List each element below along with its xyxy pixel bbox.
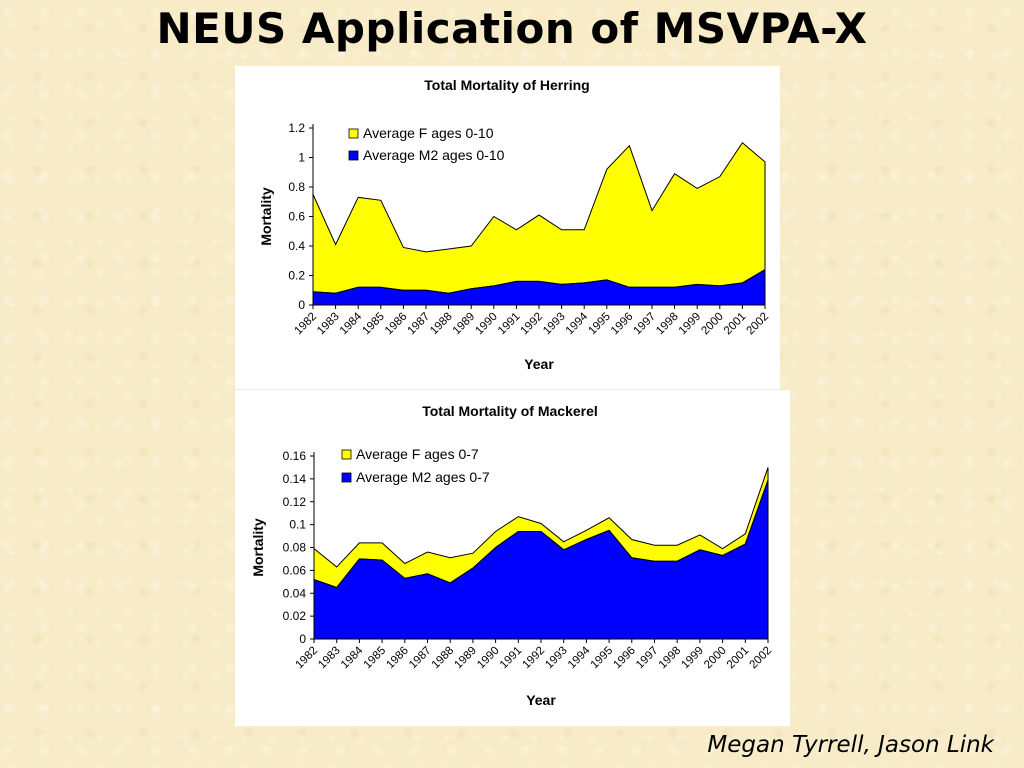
mackerel-y-tick-label: 0.14 [283, 472, 307, 486]
herring-area-m2 [312, 268, 766, 306]
mackerel-x-tick-label: 1984 [339, 644, 366, 671]
herring-y-tick-label: 1.2 [288, 121, 305, 135]
mackerel-x-tick-label: 1987 [407, 645, 434, 672]
mackerel-x-tick-label: 1990 [475, 645, 502, 672]
herring-y-tick-label: 0 [298, 298, 305, 312]
mackerel-area-m2 [313, 479, 769, 640]
herring-x-tick-label: 1988 [428, 311, 455, 338]
herring-x-tick-label: 2000 [699, 311, 726, 338]
mackerel-chart-title: Total Mortality of Mackerel [422, 403, 598, 419]
mackerel-x-tick-label: 2000 [702, 645, 729, 672]
mackerel-y-tick-label: 0.12 [283, 495, 307, 509]
mackerel-x-tick-label: 1999 [679, 645, 706, 672]
herring-x-tick-label: 2001 [722, 311, 749, 338]
mackerel-legend-swatch [341, 472, 352, 483]
herring-y-tick-label: 0.2 [288, 269, 305, 283]
mackerel-x-tick-label: 2002 [748, 645, 775, 672]
mackerel-y-tick-label: 0.08 [283, 541, 307, 555]
herring-mortality-chart: Total Mortality of Herring 0 0.2 0.4 0.6 0.8 1… [258, 77, 772, 372]
mackerel-x-tick-label: 1998 [657, 645, 684, 672]
herring-x-tick-label: 1987 [406, 311, 433, 338]
herring-legend-swatch [348, 128, 359, 139]
mackerel-x-tick-label: 1986 [384, 645, 411, 672]
herring-y-tick-label: 0.6 [288, 210, 305, 224]
herring-legend-label: Average M2 ages 0-10 [363, 147, 505, 163]
herring-x-tick-label: 1996 [609, 311, 636, 338]
herring-y-axis-title: Mortality [258, 187, 274, 246]
mackerel-y-tick-label: 0 [299, 632, 306, 646]
herring-x-tick-label: 2002 [745, 311, 772, 338]
herring-x-tick-label: 1994 [564, 310, 591, 337]
herring-x-tick-label: 1984 [338, 310, 365, 337]
mackerel-x-tick-label: 1985 [362, 645, 389, 672]
mackerel-x-tick-label: 1991 [498, 645, 525, 672]
herring-x-tick-label: 1986 [383, 311, 410, 338]
herring-x-tick-label: 1995 [586, 311, 613, 338]
herring-x-tick-label: 1983 [315, 311, 342, 338]
herring-x-tick-label: 1991 [496, 311, 523, 338]
authors-credit: Megan Tyrrell, Jason Link [707, 732, 994, 758]
mackerel-x-tick-label: 1989 [452, 645, 479, 672]
herring-x-tick-label: 1989 [451, 311, 478, 338]
mackerel-legend-swatch [341, 449, 352, 460]
mackerel-x-axis-title: Year [526, 692, 556, 708]
mackerel-mortality-chart: Total Mortality of Mackerel 0 0.02 0.04 0.06… [250, 403, 775, 708]
mackerel-legend-label: Average M2 ages 0-7 [356, 469, 490, 485]
herring-y-tick-label: 0.8 [288, 180, 305, 194]
slide-title: NEUS Application of MSVPA-X [156, 4, 868, 53]
herring-y-tick-label: 0.4 [288, 239, 305, 253]
mackerel-y-tick-label: 0.06 [283, 563, 307, 577]
mackerel-x-tick-label: 2001 [725, 645, 752, 672]
herring-x-tick-label: 1982 [293, 311, 320, 338]
herring-x-tick-label: 1993 [541, 311, 568, 338]
herring-x-tick-label: 1990 [473, 311, 500, 338]
mackerel-legend-label: Average F ages 0-7 [356, 446, 479, 462]
herring-x-tick-label: 1985 [360, 311, 387, 338]
mackerel-y-axis-title: Mortality [250, 518, 266, 577]
herring-chart-title: Total Mortality of Herring [424, 77, 589, 93]
herring-x-tick-label: 1998 [654, 311, 681, 338]
herring-chart-panel: Total Mortality of Herring 0 0.2 0.4 0.6 0.8 1… [235, 66, 780, 389]
mackerel-x-tick-label: 1993 [543, 645, 570, 672]
mackerel-y-tick-label: 0.1 [289, 518, 306, 532]
mackerel-y-tick-label: 0.04 [283, 586, 307, 600]
mackerel-x-tick-label: 1983 [316, 645, 343, 672]
mackerel-x-tick-label: 1982 [294, 645, 321, 672]
herring-legend-swatch [348, 150, 359, 161]
mackerel-x-tick-label: 1995 [589, 645, 616, 672]
herring-area-f [312, 142, 766, 294]
herring-x-tick-label: 1999 [677, 311, 704, 338]
mackerel-x-tick-label: 1988 [430, 645, 457, 672]
mackerel-x-tick-label: 1996 [611, 645, 638, 672]
mackerel-chart-panel: Total Mortality of Mackerel 0 0.02 0.04 0.06… [235, 390, 790, 726]
herring-y-tick-label: 1 [298, 151, 305, 165]
mackerel-x-tick-label: 1994 [566, 644, 593, 671]
herring-x-tick-label: 1992 [519, 311, 546, 338]
mackerel-x-tick-label: 1997 [634, 645, 661, 672]
herring-legend-label: Average F ages 0-10 [363, 125, 494, 141]
mackerel-y-tick-label: 0.02 [283, 609, 307, 623]
herring-x-tick-label: 1997 [632, 311, 659, 338]
mackerel-y-tick-label: 0.16 [283, 449, 307, 463]
mackerel-x-tick-label: 1992 [521, 645, 548, 672]
herring-x-axis-title: Year [524, 356, 554, 372]
